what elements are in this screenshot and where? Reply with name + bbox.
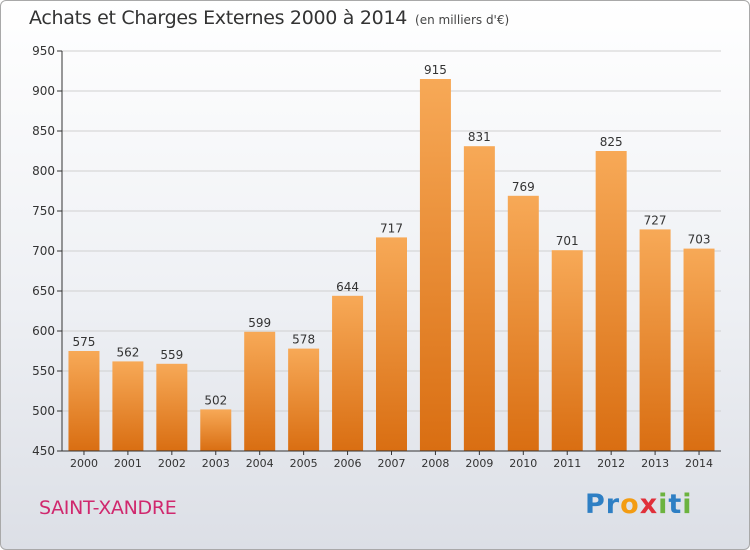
y-tick-label: 850	[32, 124, 55, 138]
proxiti-logo[interactable]: Proxiti	[585, 489, 693, 520]
data-label-2001: 562	[116, 345, 139, 359]
data-label-2002: 559	[160, 348, 183, 362]
data-label-2006: 644	[336, 280, 359, 294]
data-label-2008: 915	[424, 63, 447, 77]
data-label-2013: 727	[644, 213, 667, 227]
data-label-2004: 599	[248, 316, 271, 330]
data-label-2003: 502	[204, 393, 227, 407]
x-tick-label-2004: 2004	[246, 457, 274, 470]
logo-letter: x	[639, 489, 659, 520]
data-label-2000: 575	[73, 335, 96, 349]
y-tick-label: 900	[32, 84, 55, 98]
y-tick-label: 550	[32, 364, 55, 378]
y-tick-label: 950	[32, 44, 55, 58]
x-tick-label-2000: 2000	[70, 457, 98, 470]
logo-letter: t	[668, 489, 683, 520]
data-label-2014: 703	[688, 233, 711, 247]
bar-2013	[639, 229, 671, 451]
x-tick-label-2013: 2013	[641, 457, 669, 470]
bar-2012	[595, 151, 627, 451]
x-tick-label-2012: 2012	[597, 457, 625, 470]
logo-letter: o	[620, 489, 640, 520]
bar-2005	[288, 348, 320, 451]
chart-title: Achats et Charges Externes 2000 à 2014	[29, 7, 408, 29]
axes: 450 500 550 600 650 700 750 800 850 900 950 2000 200…	[32, 44, 721, 470]
x-tick-label-2008: 2008	[421, 457, 449, 470]
x-tick-label-2009: 2009	[465, 457, 493, 470]
data-label-2009: 831	[468, 130, 491, 144]
bar-2008	[419, 79, 451, 451]
bar-2010	[507, 195, 539, 451]
data-label-2007: 717	[380, 221, 403, 235]
x-tick-label-2006: 2006	[334, 457, 362, 470]
bar-2003	[200, 409, 232, 451]
bar-2000	[68, 351, 100, 451]
y-tick-label: 750	[32, 204, 55, 218]
x-tick-label-2014: 2014	[685, 457, 713, 470]
data-label-2005: 578	[292, 333, 315, 347]
x-tick-label-2001: 2001	[114, 457, 142, 470]
y-tick-label: 500	[32, 404, 55, 418]
logo-letter: P	[585, 489, 606, 520]
x-tick-label-2005: 2005	[290, 457, 318, 470]
bar-2002	[156, 363, 188, 451]
y-tick-label: 600	[32, 324, 55, 338]
bar-2001	[112, 361, 144, 451]
x-tick-label-2010: 2010	[509, 457, 537, 470]
y-tick-label: 700	[32, 244, 55, 258]
logo-letter: r	[605, 489, 621, 520]
bars	[68, 79, 715, 451]
data-label-2012: 825	[600, 135, 623, 149]
data-label-2011: 701	[556, 234, 579, 248]
x-tick-label-2011: 2011	[553, 457, 581, 470]
bar-2014	[683, 248, 715, 451]
y-tick-label: 800	[32, 164, 55, 178]
bar-2007	[376, 237, 407, 451]
y-tick-label: 650	[32, 284, 55, 298]
bar-2004	[244, 331, 276, 451]
chart-subtitle: (en milliers d'€)	[415, 13, 510, 27]
logo-letter: i	[682, 489, 693, 520]
commune-name: SAINT-XANDRE	[39, 497, 177, 519]
data-label-2010: 769	[512, 180, 535, 194]
x-tick-label-2002: 2002	[158, 457, 186, 470]
y-tick-label: 450	[32, 444, 55, 458]
bar-2011	[551, 250, 583, 451]
chart-title-group: Achats et Charges Externes 2000 à 2014 (e…	[29, 7, 509, 29]
logo-letter: i	[658, 489, 669, 520]
data-labels: 575 562 559 502 599 578 644 717 915 831 769 701 825 7…	[73, 63, 711, 407]
x-tick-label-2003: 2003	[202, 457, 230, 470]
x-tick-label-2007: 2007	[378, 457, 406, 470]
bar-2006	[332, 295, 364, 451]
bar-2009	[463, 146, 495, 451]
